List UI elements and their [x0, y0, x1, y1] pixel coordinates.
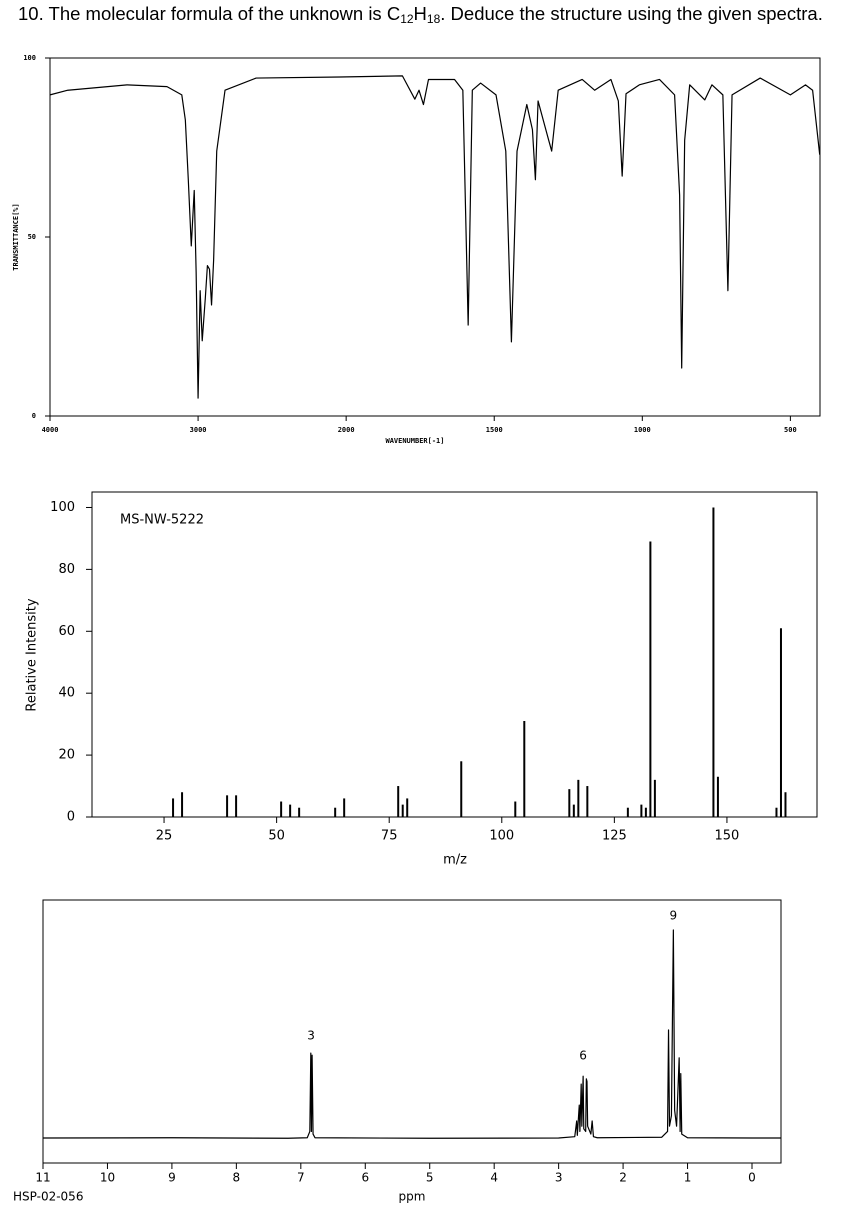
x-tick-label: 3000 [190, 426, 207, 434]
x-tick-label: 4 [490, 1171, 498, 1185]
x-tick-label: 3 [555, 1171, 563, 1185]
x-tick-label: 1000 [634, 426, 651, 434]
x-tick-label: 100 [489, 829, 514, 844]
x-tick-label: 1 [684, 1171, 692, 1185]
x-tick-label: 1500 [486, 426, 503, 434]
x-tick-label: 11 [35, 1171, 50, 1185]
x-axis-label: WAVENUMBER[-1] [385, 437, 444, 445]
x-tick-label: 25 [156, 829, 173, 844]
subscript: 12 [400, 12, 414, 26]
x-axis-label: m/z [443, 853, 467, 868]
annotation: 9 [670, 909, 678, 923]
annotation: 6 [579, 1048, 587, 1062]
plot-frame [42, 899, 782, 1164]
y-tick-label: 0 [67, 810, 75, 825]
x-axis-label: ppm [399, 1190, 426, 1204]
spectrum-line [49, 75, 821, 399]
chart-code: HSP-02-056 [13, 1190, 83, 1204]
y-tick-label: 0 [32, 412, 36, 420]
chart: 4000 3000 2000 1500 1000 500 0 50 100 WAVENUMBER[… [12, 54, 821, 445]
question-text: 10. The molecular formula of the unknown… [18, 3, 401, 24]
x-tick-label: 0 [748, 1171, 756, 1185]
y-tick-label: 80 [58, 562, 75, 577]
x-tick-label: 4000 [42, 426, 59, 434]
y-tick-label: 100 [23, 54, 36, 62]
question-text: H [413, 3, 427, 24]
x-tick-label: 8 [233, 1171, 241, 1185]
chart: 25 50 75 100 125 150 0 20 40 60 80 100 m/z Relative I… [25, 491, 818, 868]
x-tick-label: 125 [602, 829, 627, 844]
x-tick-label: 50 [268, 829, 285, 844]
question: 10. The molecular formula of the unknown… [18, 1, 830, 27]
y-tick-label: 60 [58, 624, 75, 639]
x-tick-label: 150 [715, 829, 740, 844]
plot-frame [49, 57, 821, 417]
y-tick-label: 50 [28, 233, 36, 241]
x-tick-label: 6 [361, 1171, 369, 1185]
annotation: 3 [307, 1028, 315, 1042]
y-tick-label: 100 [50, 500, 75, 515]
chart-title: MS-NW-5222 [120, 513, 204, 528]
y-axis-label: TRANSMITTANCE[%] [12, 203, 20, 270]
x-tick-label: 75 [381, 829, 398, 844]
subscript: 18 [426, 12, 441, 26]
x-tick-label: 10 [100, 1171, 115, 1185]
y-tick-label: 40 [58, 686, 75, 701]
y-tick-label: 20 [58, 748, 75, 763]
x-tick-label: 2 [619, 1171, 627, 1185]
question-text: . Deduce the structure using the given s… [440, 3, 823, 24]
x-tick-label: 500 [784, 426, 797, 434]
spectrum-line [42, 929, 781, 1139]
plot-frame [91, 491, 818, 818]
x-tick-label: 9 [168, 1171, 176, 1185]
y-axis-label: Relative Intensity [25, 598, 40, 711]
x-tick-label: 5 [426, 1171, 434, 1185]
x-tick-label: 7 [297, 1171, 305, 1185]
x-tick-label: 2000 [338, 426, 355, 434]
